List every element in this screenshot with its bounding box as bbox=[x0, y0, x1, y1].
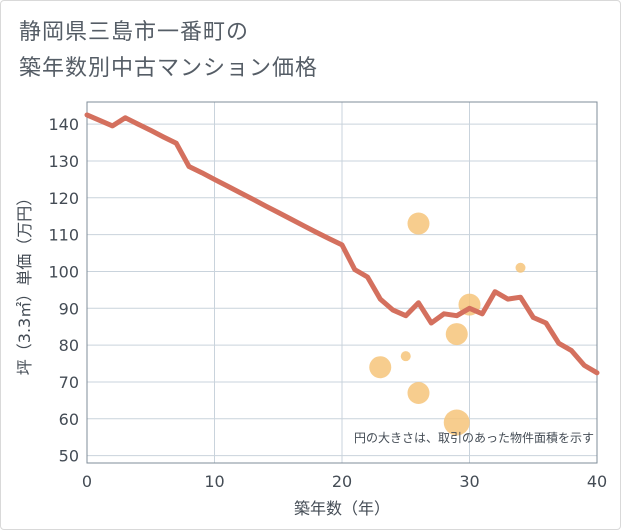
x-tick-label: 30 bbox=[459, 472, 479, 491]
bubble-point bbox=[515, 262, 526, 273]
y-tick-label: 90 bbox=[59, 299, 79, 318]
x-tick-label: 20 bbox=[332, 472, 352, 491]
y-axis-title: 坪（3.3㎡）単価（万円） bbox=[15, 190, 34, 375]
y-tick-label: 50 bbox=[59, 447, 79, 466]
chart-title-line-2: 築年数別中古マンション価格 bbox=[19, 56, 319, 81]
y-tick-label: 80 bbox=[59, 336, 79, 355]
y-tick-label: 130 bbox=[48, 152, 79, 171]
chart-title-line-1: 静岡県三島市一番町の bbox=[19, 20, 250, 45]
y-tick-label: 110 bbox=[48, 226, 79, 245]
bubble-point bbox=[407, 382, 430, 405]
bubble-point bbox=[443, 409, 470, 436]
chart-title: 静岡県三島市一番町の 築年数別中古マンション価格 bbox=[19, 15, 318, 87]
x-tick-labels: 0 10 20 30 40 bbox=[82, 472, 607, 491]
plot-frame bbox=[86, 101, 598, 464]
bubble-size-note: 円の大きさは、取引のあった物件面積を示す bbox=[354, 430, 594, 445]
y-tick-label: 120 bbox=[48, 189, 79, 208]
x-tick-label: 0 bbox=[82, 472, 92, 491]
y-tick-label: 100 bbox=[48, 262, 79, 281]
bubble-point bbox=[445, 323, 468, 346]
bubble-point bbox=[369, 356, 392, 379]
bubble-point bbox=[400, 351, 411, 362]
y-tick-labels: 50 60 70 80 90 100 110 120 130 140 bbox=[48, 115, 79, 466]
y-tick-label: 140 bbox=[48, 115, 79, 134]
y-tick-label: 70 bbox=[59, 373, 79, 392]
grid-lines bbox=[86, 102, 598, 463]
y-tick-label: 60 bbox=[59, 410, 79, 429]
bubble-series bbox=[369, 212, 526, 436]
price-line bbox=[84, 112, 600, 376]
x-tick-label: 40 bbox=[587, 472, 607, 491]
x-tick-label: 10 bbox=[204, 472, 224, 491]
bubble-point bbox=[407, 212, 430, 235]
x-axis-title: 築年数（年） bbox=[294, 499, 390, 518]
